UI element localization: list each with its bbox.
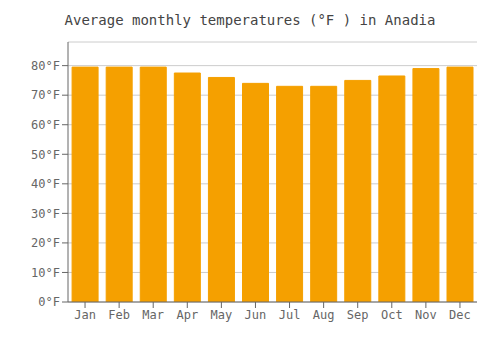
svg-text:30°F: 30°F: [31, 207, 60, 221]
svg-text:10°F: 10°F: [31, 266, 60, 280]
svg-text:Aug: Aug: [313, 308, 335, 322]
svg-text:Jan: Jan: [74, 308, 96, 322]
svg-text:50°F: 50°F: [31, 148, 60, 162]
svg-text:80°F: 80°F: [31, 59, 60, 73]
svg-text:Jun: Jun: [245, 308, 267, 322]
svg-text:0°F: 0°F: [38, 295, 60, 309]
svg-text:40°F: 40°F: [31, 177, 60, 191]
svg-text:May: May: [211, 308, 233, 322]
html-text:Average monthly temperatures (: Average monthly temperatures (°F ) in An…: [64, 12, 436, 28]
svg-text:Oct: Oct: [381, 308, 403, 322]
svg-text:Nov: Nov: [415, 308, 437, 322]
svg-text:Dec: Dec: [449, 308, 471, 322]
svg-text:60°F: 60°F: [31, 118, 60, 132]
svg-text:20°F: 20°F: [31, 236, 60, 250]
svg-text:Mar: Mar: [142, 308, 164, 322]
svg-text:Sep: Sep: [347, 308, 369, 322]
svg-text:Jul: Jul: [279, 308, 301, 322]
svg-text:70°F: 70°F: [31, 88, 60, 102]
svg-text:Feb: Feb: [108, 308, 130, 322]
svg-text:Apr: Apr: [176, 308, 198, 322]
